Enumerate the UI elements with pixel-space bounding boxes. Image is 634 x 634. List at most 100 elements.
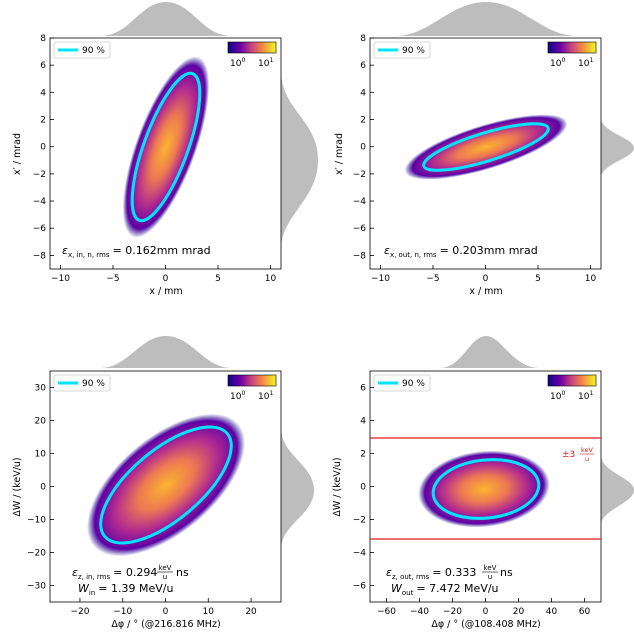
svg-text:101: 101 xyxy=(258,57,273,69)
y-tick-label: 2 xyxy=(40,116,46,126)
scatter-density xyxy=(404,114,568,180)
energy-annotation: Win = 1.39 MeV/u xyxy=(78,582,173,597)
svg-text:100: 100 xyxy=(550,57,565,69)
y-axis-label: ΔW / (keV/u) xyxy=(332,457,343,516)
svg-text:101: 101 xyxy=(258,390,273,402)
y-tick-label: 8 xyxy=(40,34,46,44)
x-tick-label: 20 xyxy=(513,607,525,617)
emittance-annotation: εz, out, rms = 0.333 xyxy=(386,566,476,581)
y-tick-label: 0 xyxy=(360,483,366,493)
legend-label: 90 % xyxy=(402,379,425,389)
marginal-y-histogram xyxy=(601,440,634,540)
marginal-x-histogram xyxy=(80,336,252,368)
unit-tail: ns xyxy=(500,566,513,579)
y-tick-label: −6 xyxy=(353,224,367,234)
x-tick-label: −40 xyxy=(410,607,429,617)
y-axis-label: ΔW / (keV/u) xyxy=(12,457,23,516)
y-tick-label: 4 xyxy=(360,417,366,427)
x-tick-label: −20 xyxy=(70,607,89,617)
y-tick-label: 0 xyxy=(40,143,46,153)
y-tick-label: 6 xyxy=(40,61,46,71)
y-tick-label: −2 xyxy=(33,170,46,180)
svg-text:101: 101 xyxy=(578,57,593,69)
x-tick-label: −5 xyxy=(426,274,439,284)
x-axis-label: x / mm xyxy=(149,286,182,297)
y-tick-label: 0 xyxy=(360,143,366,153)
marginal-y-histogram xyxy=(281,48,318,270)
legend: 90 % xyxy=(373,374,431,392)
y-axis-label: x′ / mrad xyxy=(12,133,23,175)
acceptance-unit-numerator: keV xyxy=(581,446,594,454)
y-tick-label: 30 xyxy=(35,384,47,394)
y-tick-label: −8 xyxy=(33,251,47,261)
marginal-x-histogram xyxy=(370,2,600,36)
y-tick-label: −4 xyxy=(353,549,367,559)
panel-bottom-left: 90 % 100 101 εz, in, rms = 0.294 keV u ns… xyxy=(12,336,314,630)
panel-top-left: 90 % 100 101 εx, in, n, rms = 0.162mm mra… xyxy=(12,2,318,297)
x-tick-label: 60 xyxy=(579,607,591,617)
x-tick-label: −10 xyxy=(51,274,70,284)
y-tick-label: 6 xyxy=(360,384,366,394)
panel-bottom-right: ±3 keV u 90 % 100 101 εz, out, rms = 0.33… xyxy=(332,336,634,630)
y-tick-label: −4 xyxy=(33,197,47,207)
y-tick-label: 20 xyxy=(35,417,47,427)
x-tick-label: 5 xyxy=(215,274,221,284)
x-tick-label: 5 xyxy=(535,274,541,284)
ellipse-90 xyxy=(130,71,202,223)
x-tick-label: 0 xyxy=(163,274,169,284)
y-axis-label: x′ / mrad xyxy=(334,133,345,175)
x-tick-label: −5 xyxy=(106,274,119,284)
legend: 90 % xyxy=(53,41,111,59)
y-tick-label: 4 xyxy=(40,88,46,98)
unit-numerator: keV xyxy=(484,564,497,572)
unit-numerator: keV xyxy=(159,564,172,572)
scatter-density xyxy=(122,56,210,238)
emittance-annotation: εz, in, rms = 0.294 xyxy=(72,566,157,581)
marginal-y-histogram xyxy=(601,110,634,186)
colorbar: 100 101 xyxy=(227,41,277,69)
y-tick-label: −2 xyxy=(353,516,366,526)
axes: −10 −5 0 5 10 −8 −6 −4 −2 0 2 4 6 8 xyxy=(33,34,277,284)
y-tick-label: 10 xyxy=(35,450,47,460)
scatter-density xyxy=(86,413,246,557)
svg-text:100: 100 xyxy=(550,390,565,402)
y-tick-label: 4 xyxy=(360,88,366,98)
legend-label: 90 % xyxy=(82,46,105,56)
y-tick-label: −30 xyxy=(27,582,46,592)
y-tick-label: −6 xyxy=(353,582,367,592)
x-tick-label: 0 xyxy=(483,274,489,284)
svg-text:100: 100 xyxy=(230,390,245,402)
x-tick-label: 10 xyxy=(585,274,597,284)
x-tick-label: 10 xyxy=(265,274,277,284)
panel-top-right: 90 % 100 101 εx, out, n, rms = 0.203mm mr… xyxy=(334,2,634,297)
legend-label: 90 % xyxy=(402,46,425,56)
unit-denominator: u xyxy=(163,573,167,581)
unit-denominator: u xyxy=(488,573,492,581)
y-tick-label: −8 xyxy=(353,251,367,261)
y-tick-label: 6 xyxy=(360,61,366,71)
marginal-x-histogram xyxy=(420,336,560,368)
y-tick-label: 2 xyxy=(360,450,366,460)
axes: −20 −10 0 10 20 −30 −20 −10 0 10 20 30 xyxy=(27,384,257,618)
x-axis-label: x / mm xyxy=(469,286,502,297)
legend: 90 % xyxy=(373,41,431,59)
colorbar: 100 101 xyxy=(547,41,597,69)
x-tick-label: 0 xyxy=(163,607,169,617)
x-axis-label: Δφ / ° (@216.816 MHz) xyxy=(111,619,220,630)
x-tick-label: 10 xyxy=(203,607,215,617)
acceptance-label: ±3 xyxy=(562,450,575,460)
marginal-y-histogram xyxy=(281,415,314,565)
marginal-x-histogram xyxy=(80,2,252,36)
acceptance-unit-denominator: u xyxy=(585,455,589,463)
y-tick-label: −2 xyxy=(353,170,366,180)
y-tick-label: −20 xyxy=(27,549,46,559)
legend: 90 % xyxy=(53,374,111,392)
x-tick-label: 0 xyxy=(483,607,489,617)
x-axis-label: Δφ / ° (@108.408 MHz) xyxy=(431,619,540,630)
x-tick-label: −20 xyxy=(443,607,462,617)
colorbar: 100 101 xyxy=(547,374,597,402)
emittance-annotation: εx, out, n, rms = 0.203mm mrad xyxy=(384,244,538,259)
x-tick-label: −60 xyxy=(377,607,396,617)
